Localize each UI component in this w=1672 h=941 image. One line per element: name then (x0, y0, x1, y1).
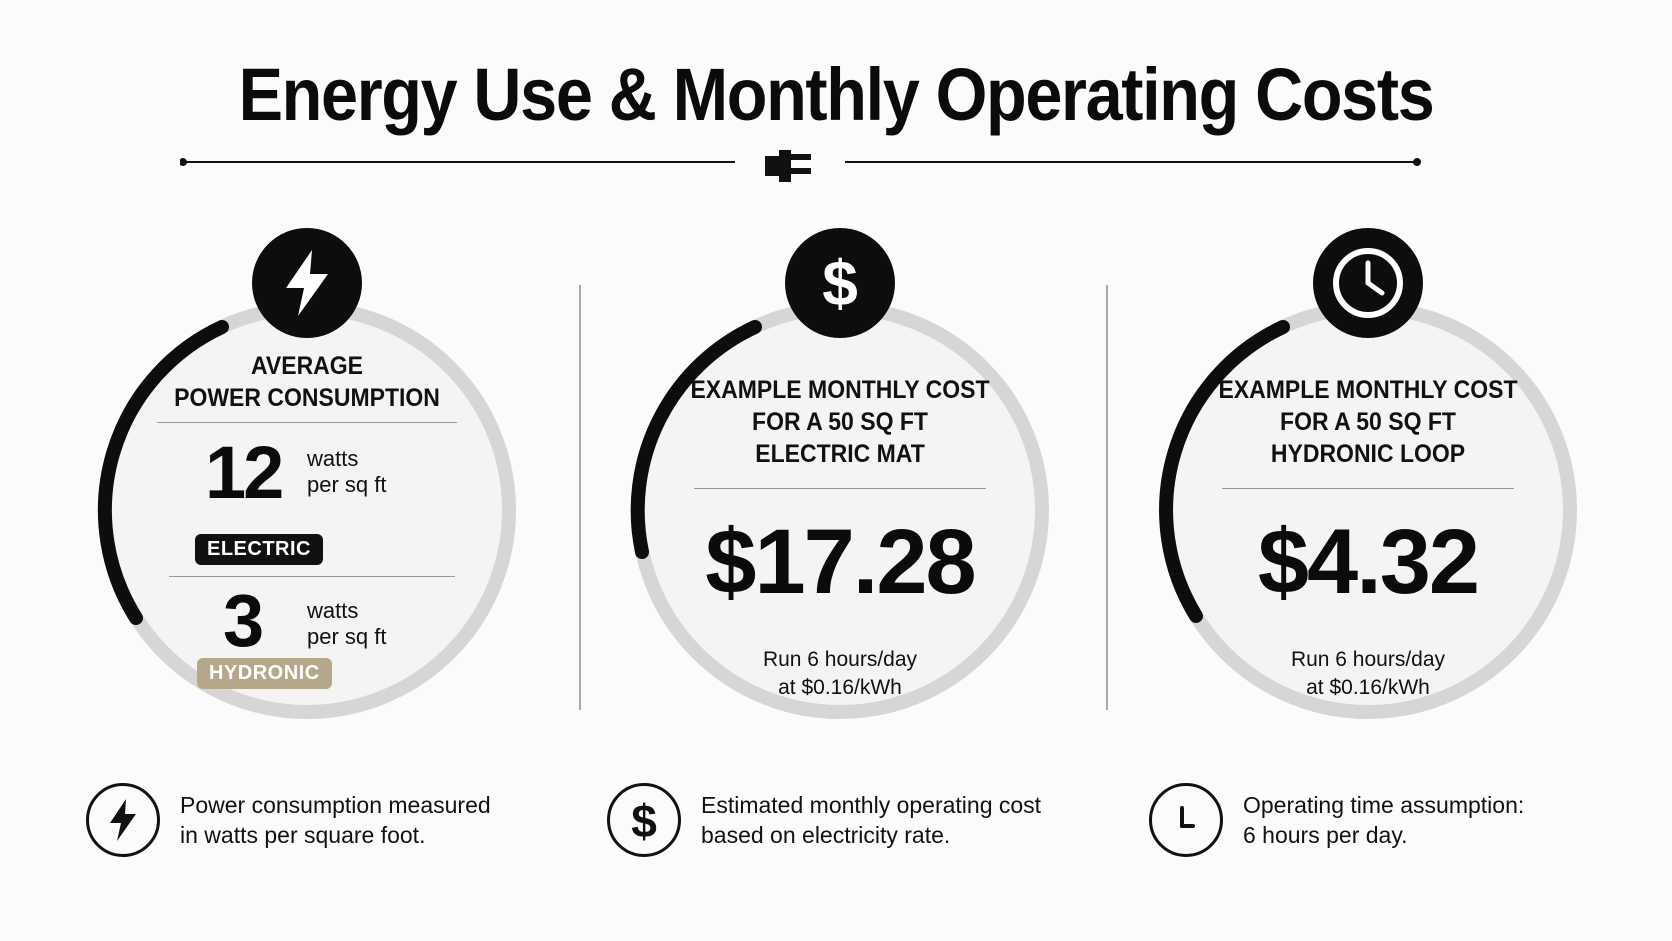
electric-tag: ELECTRIC (195, 534, 323, 565)
legend-time: Operating time assumption: 6 hours per d… (1149, 783, 1524, 857)
lightning-icon (86, 783, 160, 857)
power-consumption-card: AVERAGE POWER CONSUMPTION 12 watts per s… (87, 228, 527, 730)
monthly-cost-value: $4.32 (1257, 511, 1480, 613)
clock-icon (1149, 783, 1223, 857)
page-title: Energy Use & Monthly Operating Costs (238, 53, 1435, 136)
hydronic-tag: HYDRONIC (197, 658, 332, 689)
heading-rule (157, 422, 457, 423)
hydronic-unit: watts per sq ft (307, 598, 387, 649)
legend-text: Operating time assumption: 6 hours per d… (1243, 792, 1525, 848)
electric-mat-cost-card: $ EXAMPLE MONTHLY COST FOR A 50 SQ FT EL… (620, 228, 1060, 730)
card-heading: EXAMPLE MONTHLY COST FOR A 50 SQ FT HYDR… (1218, 376, 1518, 468)
legend-cost: $ Estimated monthly operating cost based… (607, 783, 1041, 857)
section-rule (169, 576, 455, 577)
card-ring (1159, 301, 1577, 719)
monthly-cost-value: $17.28 (705, 511, 976, 613)
lightning-icon (252, 228, 362, 338)
hydronic-value: 3 (223, 579, 265, 662)
heading-rule (694, 488, 986, 489)
plug-icon (765, 150, 811, 182)
dollar-icon: $ (785, 228, 895, 338)
column-separator (579, 285, 581, 710)
cost-assumption: Run 6 hours/day at $0.16/kWh (1290, 648, 1446, 699)
svg-text:$: $ (822, 247, 858, 319)
dollar-icon: $ (607, 783, 681, 857)
electric-unit: watts per sq ft (307, 446, 387, 497)
heading-rule (1222, 488, 1514, 489)
legend-text: Power consumption measured in watts per … (180, 792, 491, 848)
svg-text:$: $ (631, 795, 657, 845)
clock-icon (1313, 228, 1423, 338)
hydronic-loop-cost-card: EXAMPLE MONTHLY COST FOR A 50 SQ FT HYDR… (1148, 228, 1588, 730)
card-heading: AVERAGE POWER CONSUMPTION (174, 352, 440, 412)
electric-value: 12 (205, 431, 284, 514)
cost-assumption: Run 6 hours/day at $0.16/kWh (762, 648, 918, 699)
legend-text: Estimated monthly operating cost based o… (701, 792, 1042, 848)
title-divider (180, 150, 1421, 182)
card-heading: EXAMPLE MONTHLY COST FOR A 50 SQ FT ELEC… (690, 376, 990, 468)
legend-power: Power consumption measured in watts per … (86, 783, 491, 857)
column-separator (1106, 285, 1108, 710)
